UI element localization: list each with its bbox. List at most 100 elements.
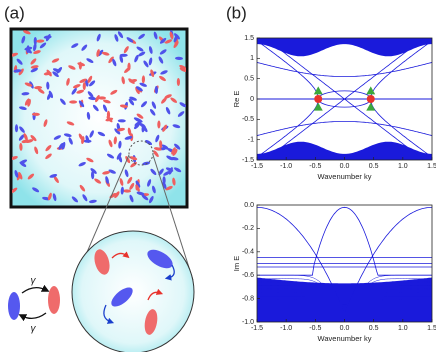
particle <box>134 54 139 63</box>
particle <box>32 187 40 193</box>
particle <box>24 82 33 87</box>
particle <box>117 31 124 39</box>
particle <box>135 180 141 188</box>
particle <box>27 173 35 180</box>
particle <box>161 97 167 104</box>
x-tick-label: -1.0 <box>280 325 292 332</box>
particle <box>12 187 18 194</box>
particle <box>66 77 70 86</box>
particle <box>89 130 94 138</box>
edge-band <box>257 62 432 77</box>
particle <box>71 196 79 203</box>
particle <box>78 61 83 70</box>
particle <box>21 92 30 96</box>
particle <box>121 76 125 85</box>
particle <box>148 57 153 66</box>
particle <box>129 79 138 83</box>
particle <box>52 193 57 202</box>
particle <box>52 71 59 78</box>
particle <box>114 34 119 42</box>
particle <box>19 126 25 133</box>
particle <box>19 142 23 151</box>
particle <box>158 56 164 64</box>
particle-swarm <box>12 30 186 204</box>
y-tick-label: -0.8 <box>242 295 254 302</box>
particle <box>174 143 181 150</box>
particle <box>18 106 27 111</box>
particle <box>149 108 156 116</box>
edge-band <box>257 206 432 314</box>
particle <box>133 117 142 122</box>
particle <box>108 139 113 148</box>
particle <box>79 184 86 192</box>
particle <box>170 97 178 103</box>
particle <box>165 186 173 191</box>
particle <box>128 98 135 106</box>
particle <box>106 110 111 119</box>
particle <box>140 101 148 108</box>
particle <box>34 146 39 155</box>
particle <box>19 159 28 164</box>
particle <box>71 87 77 95</box>
particle <box>159 37 167 44</box>
particle <box>68 137 73 145</box>
particle <box>164 94 172 99</box>
particle <box>145 139 153 146</box>
particle <box>114 191 120 199</box>
particle <box>88 199 97 204</box>
particle <box>45 33 51 42</box>
particle <box>12 52 19 57</box>
particle <box>37 88 45 94</box>
particle <box>61 141 66 150</box>
particle <box>23 30 31 35</box>
x-tick-label: -1.5 <box>251 163 263 170</box>
x-tick-label: 0.5 <box>369 325 379 332</box>
particle <box>179 67 186 72</box>
particle <box>30 135 37 142</box>
x-tick-label: -1.0 <box>280 163 292 170</box>
bulk-band <box>257 141 432 160</box>
particle <box>117 127 126 132</box>
particle <box>157 120 161 129</box>
zoom-region <box>128 140 154 166</box>
particle <box>135 184 140 192</box>
particle <box>117 119 126 123</box>
particle <box>78 161 86 167</box>
particle <box>136 191 145 196</box>
particle <box>53 176 59 183</box>
particle <box>24 98 30 106</box>
particle <box>33 50 41 55</box>
particle <box>30 65 39 69</box>
particle <box>12 156 18 160</box>
particle <box>123 189 131 193</box>
particle <box>27 98 31 107</box>
particle <box>85 135 90 143</box>
x-axis-label: Wavenumber ky <box>318 334 372 343</box>
particle <box>46 81 50 90</box>
particle <box>88 96 97 101</box>
particle <box>18 171 23 180</box>
particle <box>138 33 145 40</box>
particle <box>97 131 106 137</box>
point <box>366 86 376 95</box>
particle <box>147 179 152 187</box>
y-axis-label: Re E <box>232 91 241 108</box>
particle <box>106 153 115 159</box>
particle <box>78 100 85 108</box>
particle <box>18 68 24 76</box>
particle <box>78 133 84 141</box>
particle <box>103 99 111 104</box>
particle <box>71 43 79 48</box>
particle <box>173 41 179 48</box>
arrow <box>21 284 50 294</box>
y-tick-label: 0 <box>250 96 254 103</box>
edge-band <box>257 121 432 136</box>
particle <box>24 46 33 51</box>
x-tick-label: 0.0 <box>340 325 350 332</box>
particle <box>159 140 163 149</box>
particle <box>160 70 168 75</box>
particle <box>119 178 124 186</box>
particle <box>16 58 23 65</box>
particle <box>141 75 146 84</box>
